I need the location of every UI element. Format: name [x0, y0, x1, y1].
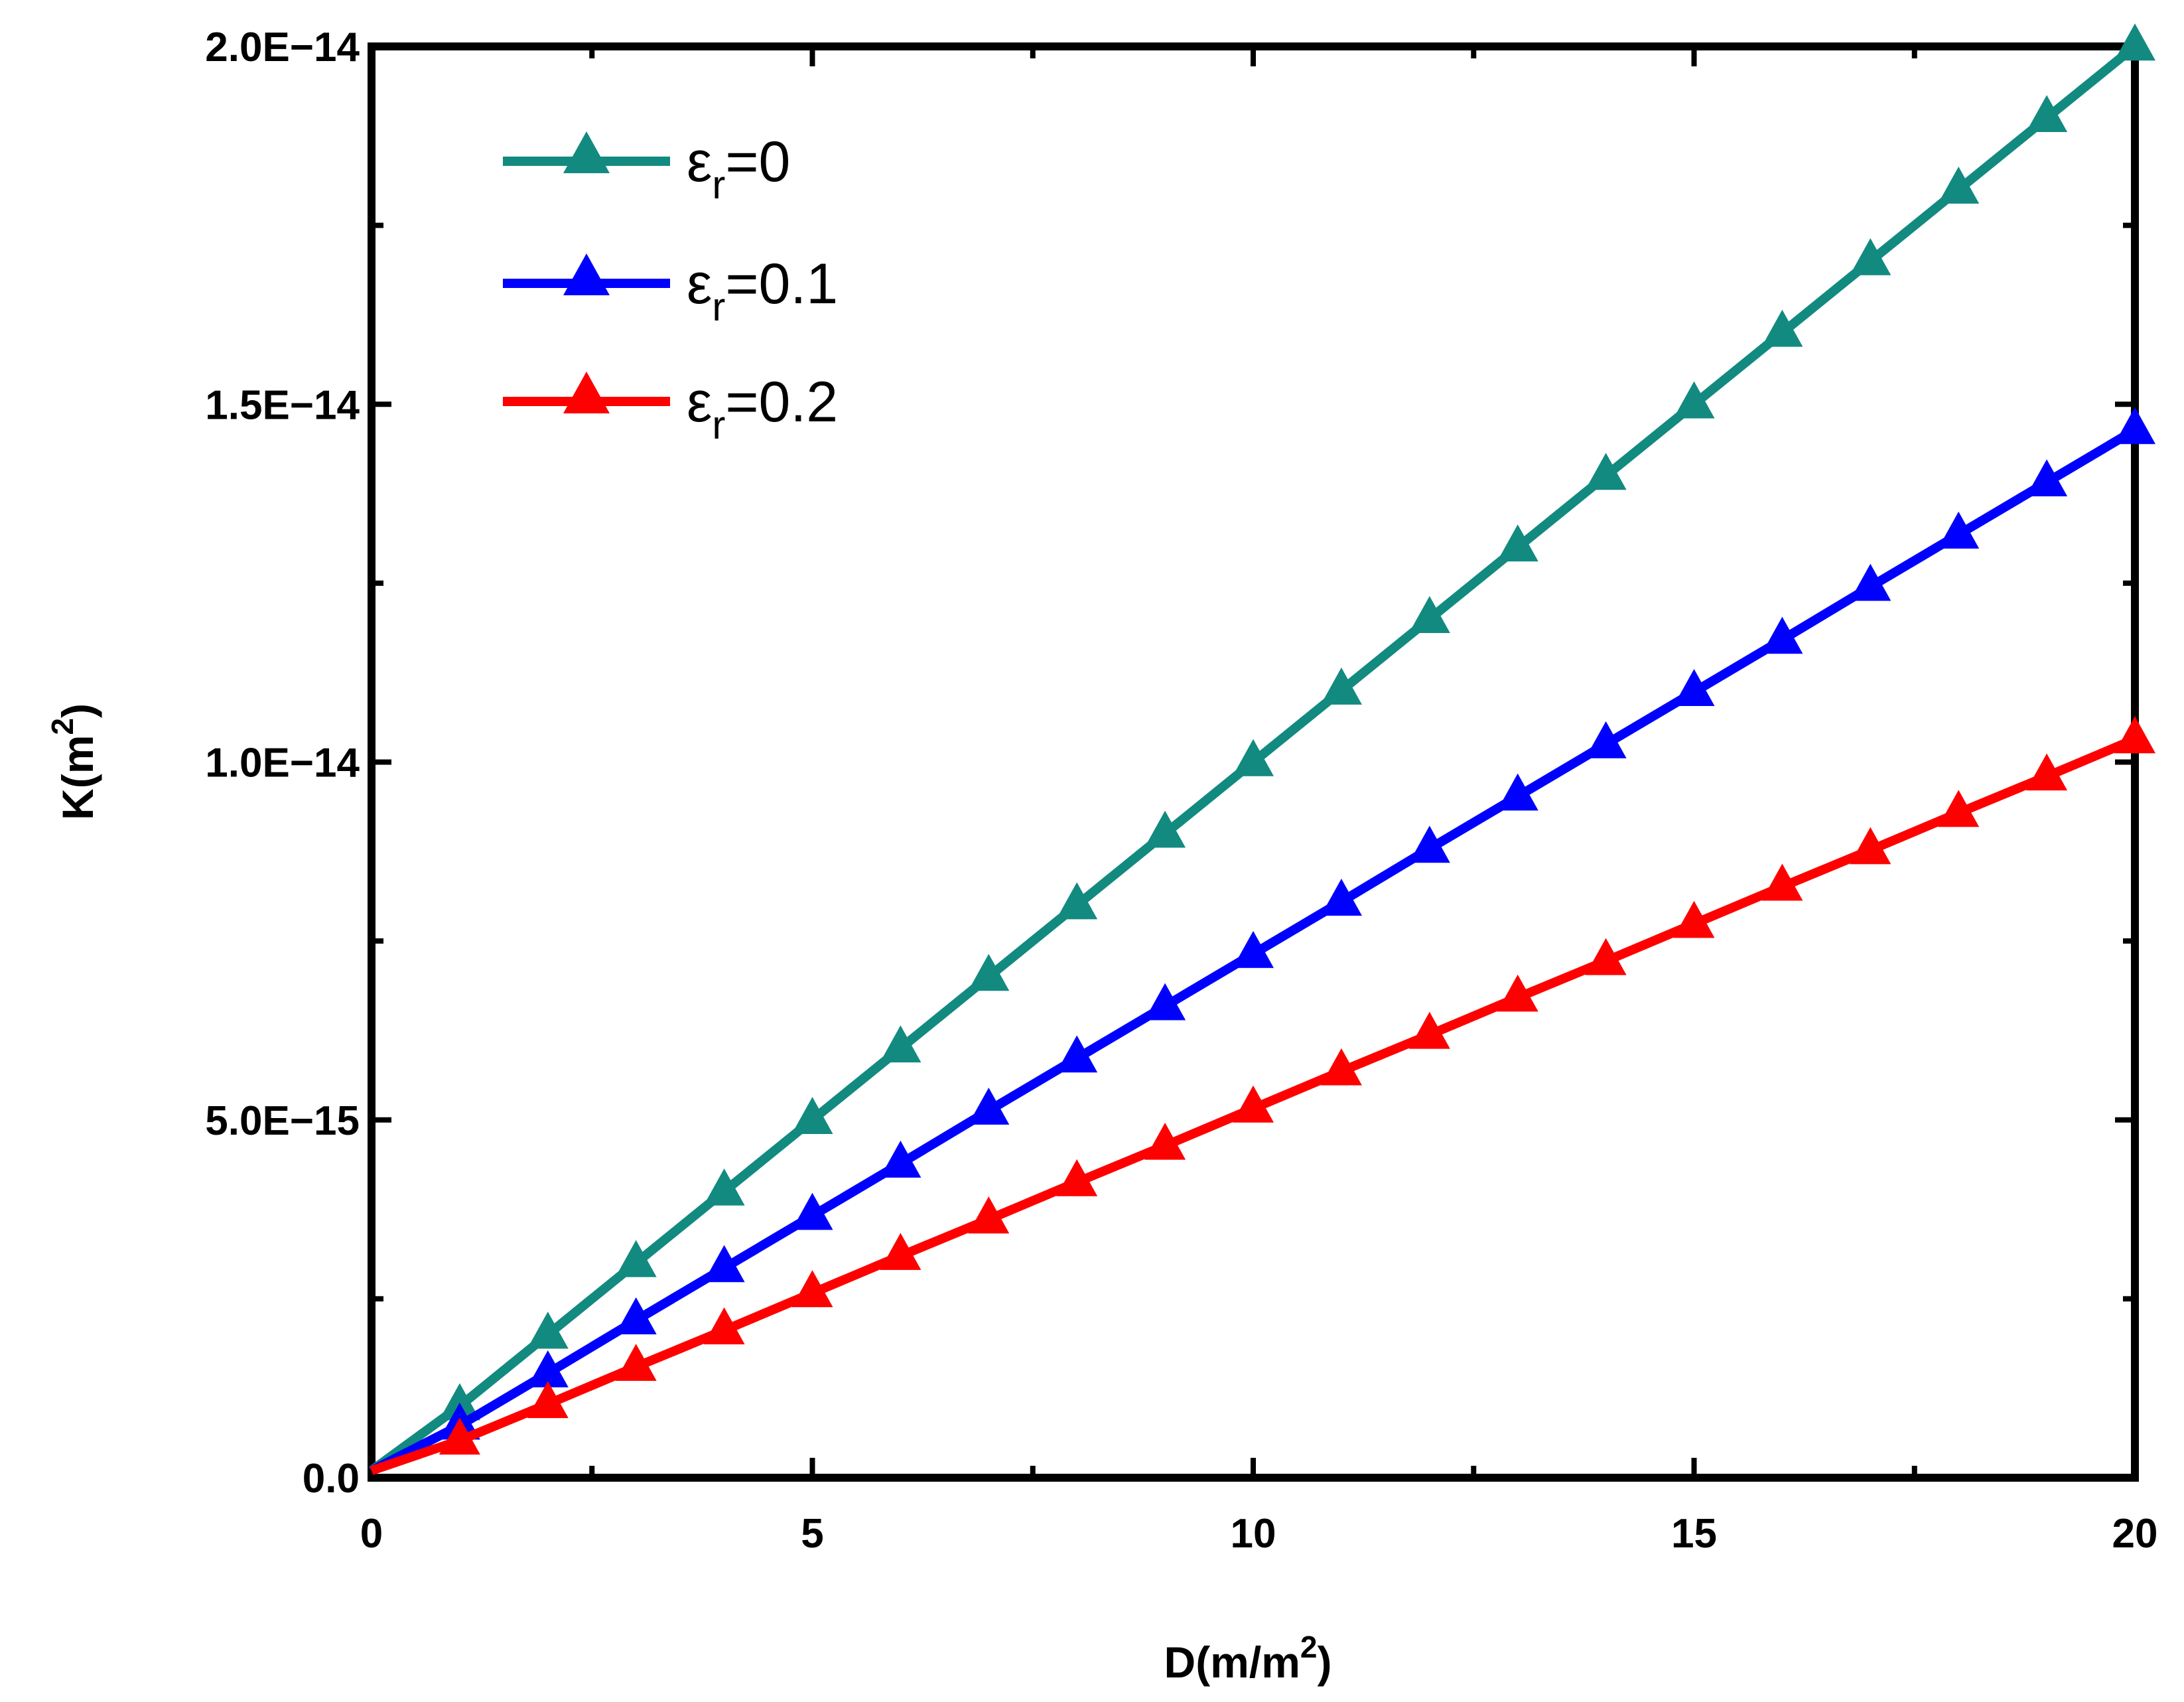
- series-layer: [368, 23, 2155, 1475]
- data-point-marker: [1497, 773, 1538, 811]
- legend-marker: [563, 253, 610, 295]
- series-0: [368, 23, 2155, 1474]
- data-point-marker: [1497, 524, 1538, 562]
- data-point-marker: [968, 954, 1010, 991]
- data-point-marker: [1408, 1011, 1450, 1049]
- data-point-marker: [1585, 938, 1627, 975]
- x-tick-label: 5: [801, 1511, 823, 1557]
- data-point-marker: [1938, 790, 1980, 827]
- x-tick-label: 20: [2112, 1511, 2158, 1557]
- legend-label: εr=0.1: [687, 252, 838, 329]
- data-point-marker: [1056, 1159, 1098, 1196]
- data-point-marker: [1144, 1122, 1186, 1160]
- data-point-marker: [1673, 669, 1715, 707]
- data-point-marker: [880, 1140, 921, 1178]
- data-point-marker: [880, 1233, 921, 1270]
- legend-item: εr=0.1: [503, 252, 838, 329]
- y-tick-label: 1.5E−14: [205, 382, 360, 428]
- data-point-marker: [791, 1097, 833, 1134]
- data-point-marker: [968, 1196, 1010, 1234]
- data-point-marker: [703, 1307, 745, 1345]
- x-axis-title: D(m/m2): [1164, 1630, 1332, 1687]
- x-tick-label: 0: [360, 1511, 383, 1557]
- y-tick-label: 5.0E−15: [205, 1098, 360, 1144]
- data-point-marker: [703, 1245, 745, 1283]
- data-point-marker: [1233, 930, 1274, 968]
- legend-marker: [563, 131, 610, 173]
- data-point-marker: [1144, 983, 1186, 1021]
- legend: εr=0 εr=0.1 εr=0.2: [503, 130, 838, 447]
- data-point-marker: [1320, 879, 1362, 916]
- data-point-marker: [1497, 974, 1538, 1012]
- data-point-marker: [1850, 563, 1891, 601]
- data-point-marker: [439, 1383, 480, 1421]
- data-point-marker: [1673, 900, 1715, 938]
- data-point-marker: [1938, 511, 1980, 549]
- data-point-marker: [615, 1297, 657, 1334]
- data-point-marker: [1408, 596, 1450, 634]
- data-point-marker: [2114, 716, 2155, 754]
- y-tick-label: 2.0E−14: [205, 25, 360, 70]
- data-point-marker: [2026, 95, 2068, 133]
- data-point-marker: [1673, 381, 1715, 419]
- data-point-marker: [1850, 827, 1891, 865]
- data-point-marker: [1585, 453, 1627, 490]
- legend-marker: [563, 371, 610, 413]
- data-point-marker: [615, 1344, 657, 1382]
- data-point-marker: [1056, 882, 1098, 920]
- data-point-marker: [968, 1088, 1010, 1125]
- axis-ticks: [369, 44, 2138, 1480]
- data-point-marker: [2026, 459, 2068, 497]
- legend-item: εr=0: [503, 130, 790, 207]
- data-point-marker: [791, 1192, 833, 1230]
- data-point-marker: [1233, 739, 1274, 776]
- y-tick-label: 0.0: [303, 1456, 360, 1502]
- data-point-marker: [1761, 309, 1803, 347]
- data-point-marker: [527, 1381, 569, 1419]
- data-point-marker: [1761, 616, 1803, 654]
- data-point-marker: [1938, 167, 1980, 204]
- y-tick-label: 1.0E−14: [205, 741, 360, 786]
- data-point-marker: [527, 1311, 569, 1349]
- data-point-marker: [1761, 863, 1803, 901]
- data-point-marker: [1850, 238, 1891, 275]
- series-1: [369, 407, 2155, 1475]
- data-point-marker: [703, 1169, 745, 1206]
- data-point-marker: [791, 1270, 833, 1307]
- data-point-marker: [1320, 668, 1362, 705]
- data-point-marker: [1144, 810, 1186, 848]
- data-point-marker: [1320, 1048, 1362, 1086]
- tick-labels: 0 5 10 15 20 0.0 5.0E−15 1.0E−14 1.5E−14 2.0E−14: [205, 25, 2157, 1557]
- series-2: [370, 716, 2155, 1475]
- legend-label: εr=0.2: [687, 370, 838, 447]
- data-point-marker: [880, 1025, 921, 1063]
- data-point-marker: [2114, 407, 2155, 445]
- data-point-marker: [1408, 825, 1450, 863]
- data-point-marker: [2114, 23, 2155, 61]
- legend-item: εr=0.2: [503, 370, 838, 447]
- data-point-marker: [1056, 1035, 1098, 1073]
- y-axis-title: K(m2): [45, 703, 102, 820]
- data-point-marker: [1585, 721, 1627, 758]
- x-tick-label: 15: [1671, 1511, 1717, 1557]
- data-point-marker: [1233, 1085, 1274, 1123]
- data-point-marker: [439, 1417, 480, 1455]
- data-point-marker: [615, 1240, 657, 1277]
- data-point-marker: [527, 1350, 569, 1387]
- legend-label: εr=0: [687, 130, 790, 207]
- x-tick-label: 10: [1231, 1511, 1276, 1557]
- data-point-marker: [2026, 753, 2068, 791]
